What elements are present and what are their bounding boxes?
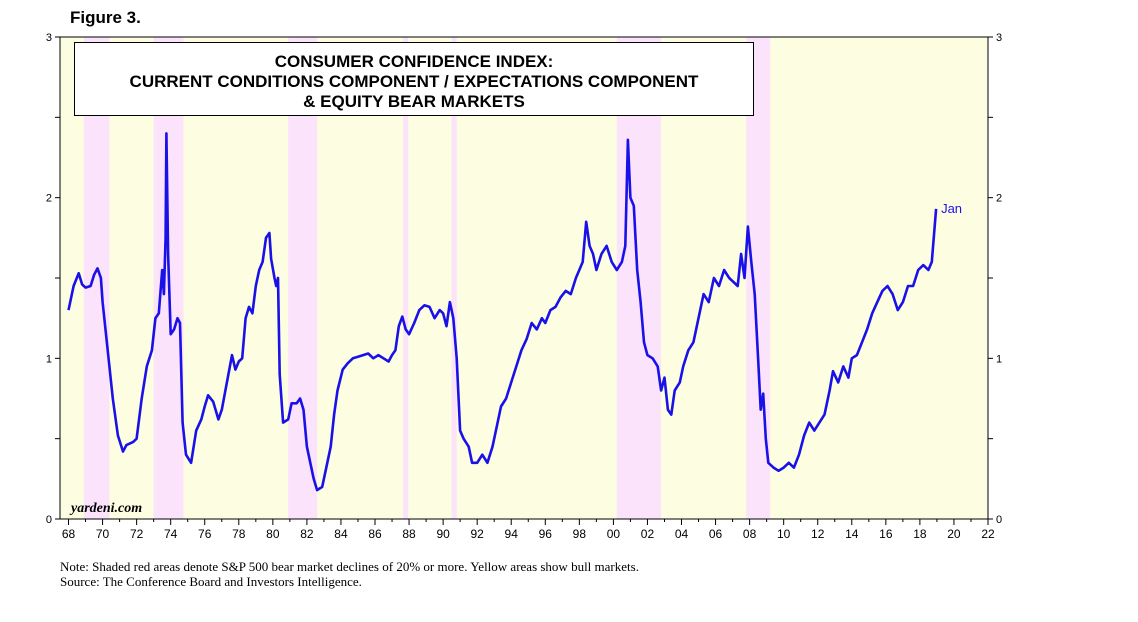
x-tick-label: 98 (573, 527, 587, 541)
x-tick-label: 80 (266, 527, 280, 541)
x-tick-label: 84 (334, 527, 348, 541)
x-tick-label: 96 (539, 527, 553, 541)
series-line (67, 132, 938, 492)
y-tick-label-right: 3 (996, 32, 1002, 44)
x-tick-label: 04 (675, 527, 689, 541)
x-tick-label: 88 (402, 527, 416, 541)
chart-title-box: CONSUMER CONFIDENCE INDEX: CURRENT CONDI… (74, 42, 754, 116)
x-tick-label: 00 (607, 527, 621, 541)
y-tick-label-left: 0 (46, 514, 52, 526)
watermark: yardeni.com (69, 501, 142, 516)
market-shading (60, 37, 988, 519)
x-tick-label: 22 (981, 527, 995, 541)
end-label: Jan (941, 201, 962, 216)
x-tick-label: 68 (62, 527, 76, 541)
x-tick-label: 08 (743, 527, 757, 541)
x-tick-label: 16 (879, 527, 893, 541)
x-tick-label: 12 (811, 527, 825, 541)
chart-notes: Note: Shaded red areas denote S&P 500 be… (60, 559, 639, 589)
x-tick-label: 18 (913, 527, 927, 541)
x-axis: 68 70 72 74 76 78 80 82 84 86 88 90 92 94 96 98 00 02 04 06… (62, 519, 995, 541)
x-tick-label: 90 (436, 527, 450, 541)
x-tick-label: 94 (505, 527, 519, 541)
x-tick-label: 74 (164, 527, 178, 541)
y-tick-label-left: 1 (46, 353, 52, 365)
source-line: Source: The Conference Board and Investo… (60, 574, 362, 589)
y-tick-label-right: 2 (996, 193, 1002, 205)
x-tick-label: 92 (470, 527, 484, 541)
x-tick-label: 20 (947, 527, 961, 541)
y-tick-label-left: 3 (46, 32, 52, 44)
note-line: Note: Shaded red areas denote S&P 500 be… (60, 559, 639, 574)
x-tick-label: 86 (368, 527, 382, 541)
bear-market-band (403, 37, 409, 519)
x-tick-label: 14 (845, 527, 859, 541)
y-axis-right: 0 1 2 3 (988, 32, 1002, 526)
y-tick-label-right: 1 (996, 353, 1002, 365)
bear-market-band (288, 37, 318, 519)
x-tick-label: 82 (300, 527, 314, 541)
x-tick-label: 70 (96, 527, 110, 541)
y-tick-label-right: 0 (996, 514, 1002, 526)
bear-market-band (451, 37, 457, 519)
chart-title-line-3: & EQUITY BEAR MARKETS (303, 92, 525, 111)
x-tick-label: 06 (709, 527, 723, 541)
x-tick-label: 76 (198, 527, 212, 541)
bull-market-background (60, 37, 988, 519)
chart-title-line-2: CURRENT CONDITIONS COMPONENT / EXPECTATI… (129, 72, 699, 91)
y-axis-left: 0 1 2 3 (46, 32, 60, 526)
x-tick-label: 78 (232, 527, 246, 541)
x-tick-label: 10 (777, 527, 791, 541)
y-tick-label-left: 2 (46, 193, 52, 205)
x-tick-label: 72 (130, 527, 144, 541)
bear-market-band (83, 37, 110, 519)
figure-label: Figure 3. (70, 8, 141, 27)
chart-title-line-1: CONSUMER CONFIDENCE INDEX: (274, 52, 554, 71)
x-tick-label: 02 (641, 527, 655, 541)
